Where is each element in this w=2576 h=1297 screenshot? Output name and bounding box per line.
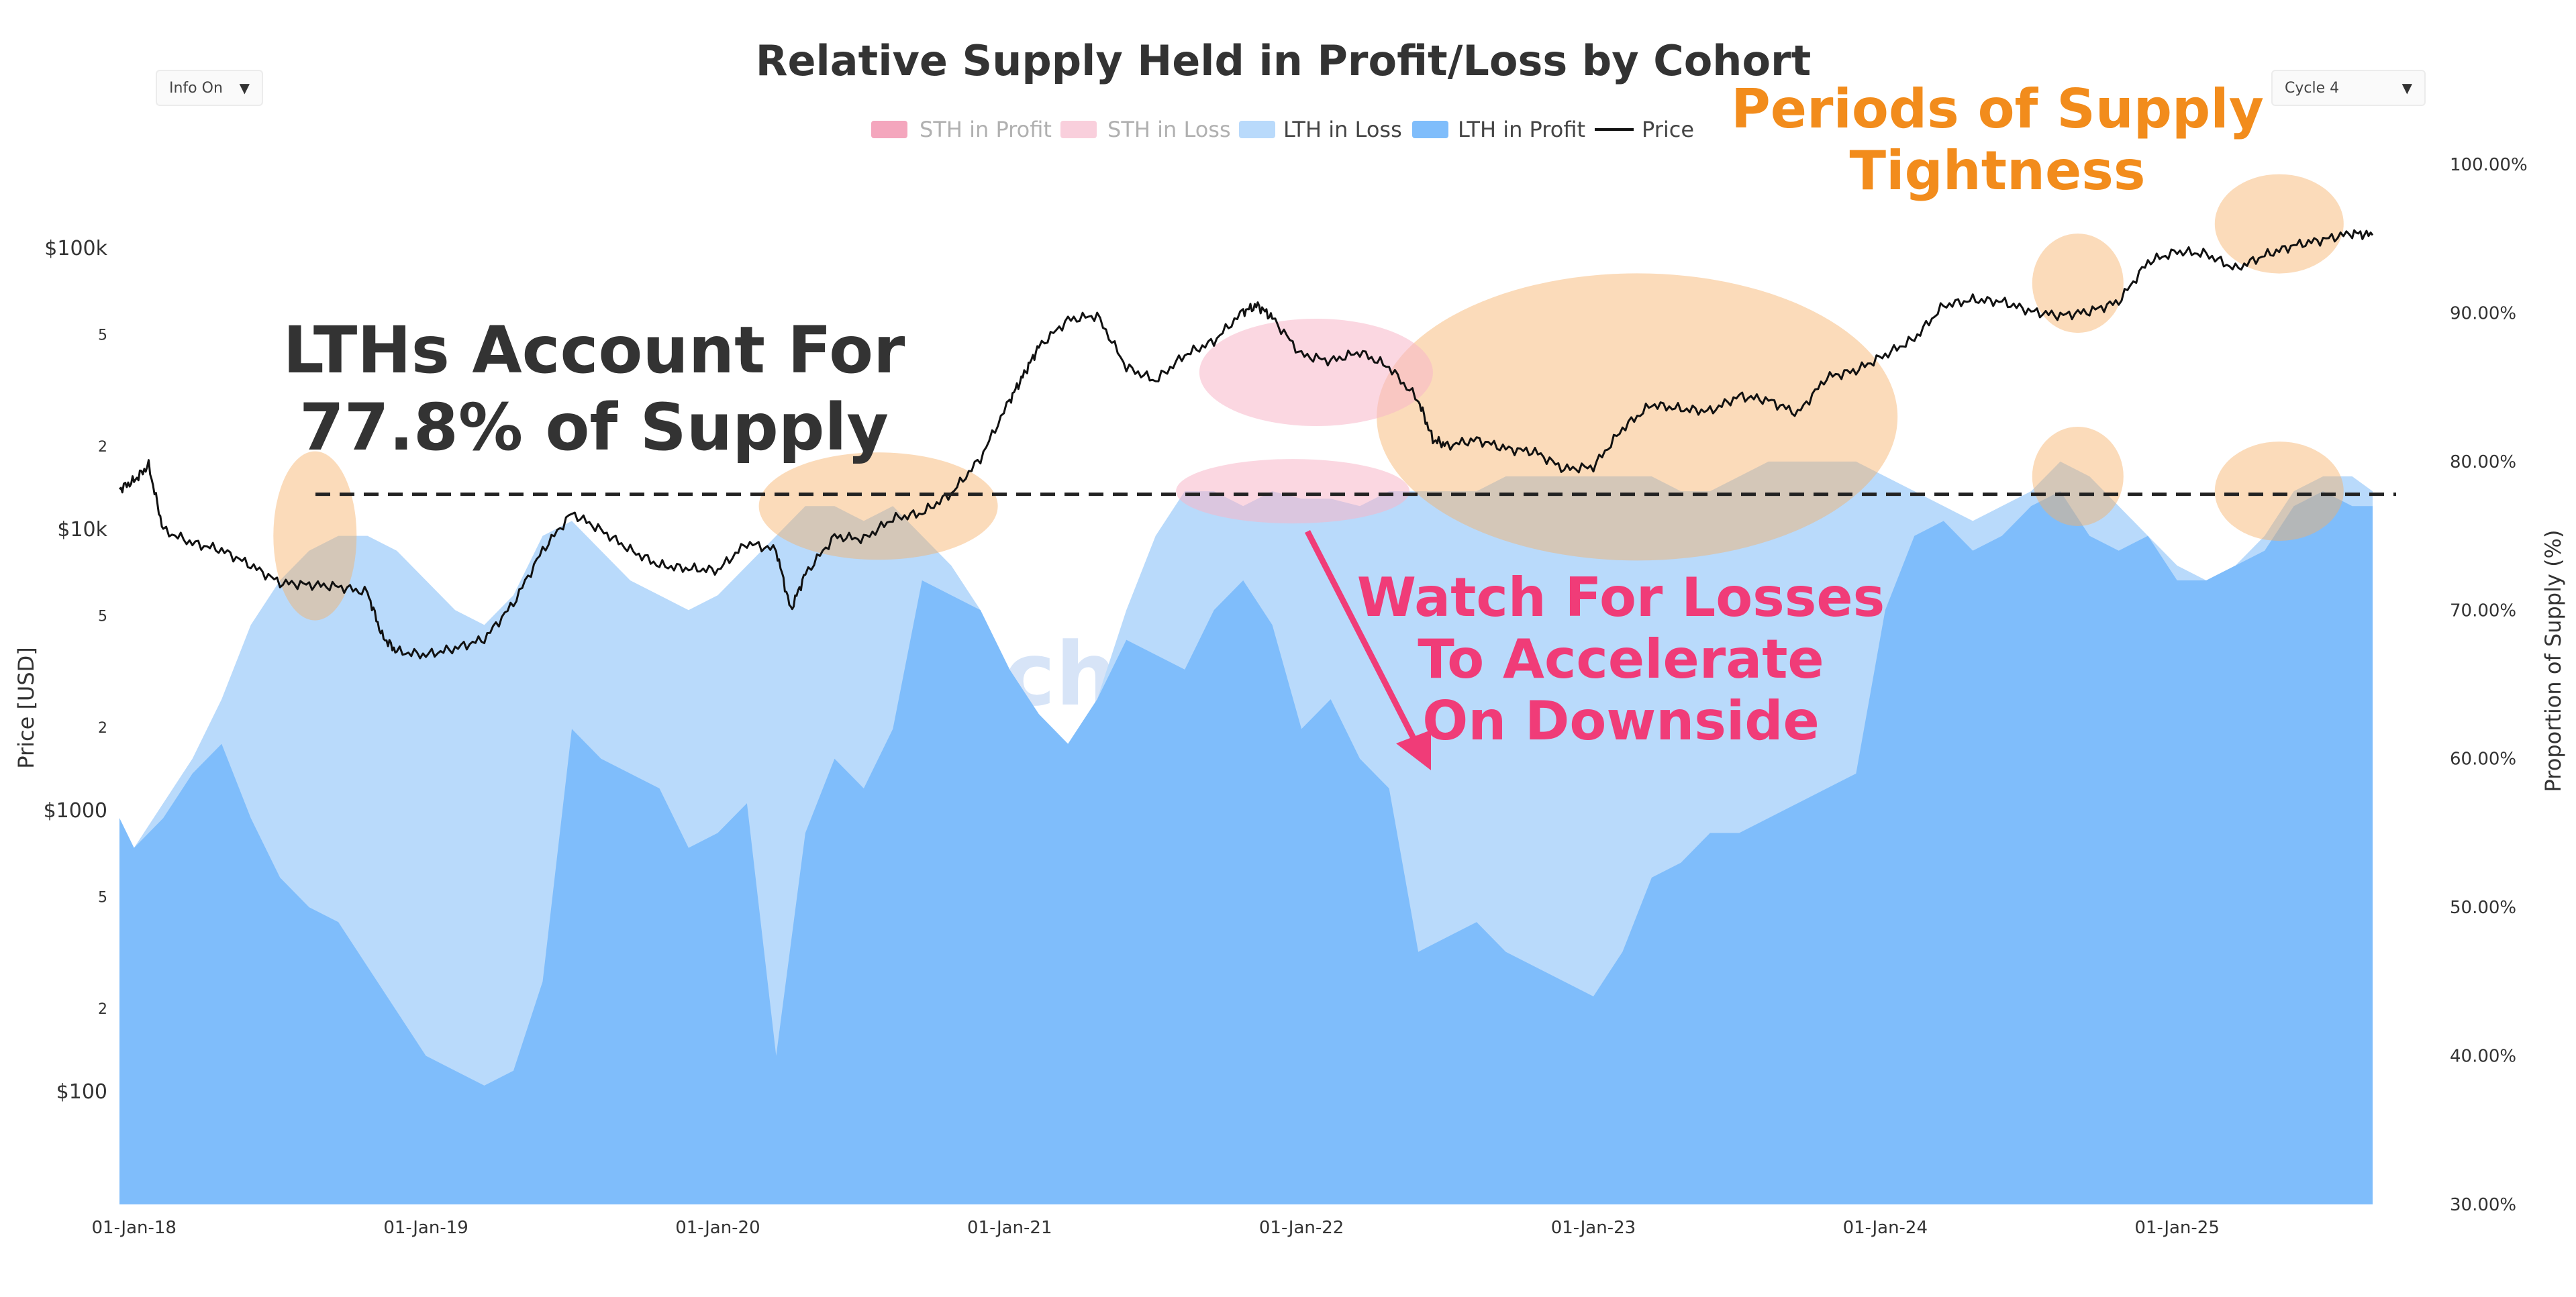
right-tick-label: 100.00%: [2450, 155, 2528, 175]
sth-loss-highlight-8: [1176, 459, 1410, 524]
annotation-lth-share-line2: 77.8% of Supply: [299, 390, 889, 465]
supply-tightness-highlight-6: [2214, 442, 2344, 541]
sth-loss-highlight-7: [1199, 319, 1433, 426]
annotation-losses-line2: To Accelerate: [1418, 628, 1824, 690]
supply-tightness-highlight-3: [2032, 234, 2124, 333]
left-tick-label: $10k: [57, 518, 107, 541]
x-tick-label: 01-Jan-22: [1259, 1218, 1344, 1238]
x-tick-label: 01-Jan-20: [675, 1218, 760, 1238]
cycle-select-dropdown[interactable]: Cycle 4 ▼: [2271, 70, 2426, 106]
annotation-lth-share-line1: LTHs Account For: [283, 313, 905, 388]
chart-title: Relative Supply Held in Profit/Loss by C…: [756, 36, 1812, 85]
annotation-tightness-line1: Periods of Supply: [1731, 78, 2264, 140]
right-tick-label: 30.00%: [2450, 1195, 2516, 1215]
x-tick-label: 01-Jan-25: [2134, 1218, 2219, 1238]
x-tick-label: 01-Jan-21: [967, 1218, 1052, 1238]
annotation-tightness-line2: Tightness: [1850, 140, 2146, 202]
legend-label-sth-loss[interactable]: STH in Loss: [1107, 117, 1231, 142]
supply-tightness-highlight-5: [2214, 174, 2344, 274]
annotation-losses: Watch For Losses To Accelerate On Downsi…: [1304, 529, 1885, 770]
x-tick-label: 01-Jan-19: [383, 1218, 468, 1238]
annotation-arrow-shaft: [1304, 529, 1420, 745]
left-tick-label: $100k: [44, 237, 107, 260]
supply-tightness-highlight-4: [2032, 427, 2124, 526]
legend-label-price[interactable]: Price: [1642, 117, 1694, 142]
right-tick-label: 70.00%: [2450, 601, 2516, 621]
supply-tightness-highlight-1: [758, 452, 998, 560]
left-tick-label: 2: [98, 1001, 107, 1018]
right-axis-title: Proportion of Supply (%): [2540, 530, 2566, 792]
left-tick-label: 2: [98, 439, 107, 456]
annotation-losses-line1: Watch For Losses: [1357, 566, 1885, 629]
left-tick-label: $1000: [44, 799, 107, 823]
left-tick-label: 2: [98, 720, 107, 737]
legend-label-lth-loss[interactable]: LTH in Loss: [1283, 117, 1402, 142]
supply-tightness-highlight-0: [273, 451, 357, 621]
left-tick-label: 5: [98, 327, 107, 344]
info-toggle-dropdown[interactable]: Info On ▼: [156, 70, 263, 106]
legend-swatch-lth-loss: [1239, 121, 1275, 138]
legend-swatch-sth-profit: [871, 121, 907, 138]
info-toggle-label: Info On: [169, 79, 223, 97]
left-tick-label: 5: [98, 608, 107, 625]
annotation-losses-line3: On Downside: [1422, 690, 1820, 752]
legend-swatch-lth-profit: [1412, 121, 1448, 138]
legend: STH in Profit STH in Loss LTH in Loss LT…: [871, 117, 1694, 142]
right-tick-label: 80.00%: [2450, 452, 2516, 472]
right-tick-label: 50.00%: [2450, 898, 2516, 918]
lth-in-profit-area: [119, 491, 2373, 1204]
legend-label-sth-profit[interactable]: STH in Profit: [920, 117, 1052, 142]
cycle-select-label: Cycle 4: [2285, 79, 2340, 97]
x-tick-label: 01-Jan-23: [1551, 1218, 1636, 1238]
legend-label-lth-profit[interactable]: LTH in Profit: [1458, 117, 1585, 142]
right-tick-label: 90.00%: [2450, 303, 2516, 323]
annotation-arrow-head: [1396, 730, 1431, 770]
annotation-tightness: Periods of Supply Tightness: [1731, 78, 2264, 202]
legend-swatch-sth-loss: [1060, 121, 1097, 138]
x-tick-label: 01-Jan-18: [92, 1218, 177, 1238]
left-tick-label: $100: [56, 1080, 107, 1104]
left-tick-label: 5: [98, 889, 107, 906]
right-tick-label: 60.00%: [2450, 749, 2516, 770]
caret-down-icon: ▼: [239, 80, 250, 96]
right-tick-label: 40.00%: [2450, 1047, 2516, 1067]
annotation-lth-share: LTHs Account For 77.8% of Supply: [283, 313, 905, 465]
x-tick-label: 01-Jan-24: [1843, 1218, 1928, 1238]
left-axis-title: Price [USD]: [13, 647, 39, 769]
caret-down-icon: ▼: [2401, 80, 2412, 96]
price-line: [119, 229, 2374, 660]
